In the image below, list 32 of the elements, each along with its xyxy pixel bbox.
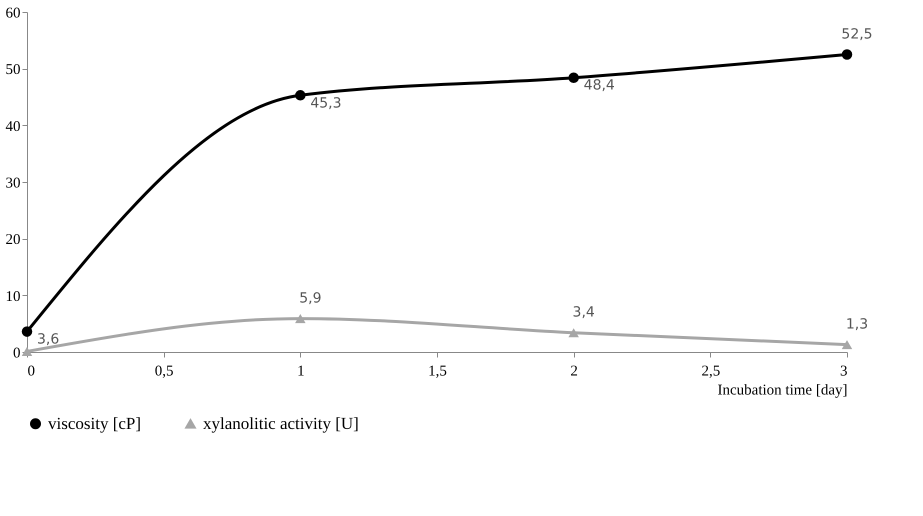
- data-label: 1,3: [846, 316, 868, 333]
- x-tick-label: 3: [840, 364, 848, 380]
- x-tick-label: 1: [297, 364, 305, 380]
- data-label: 5,9: [299, 290, 322, 307]
- x-tick-label: 2: [570, 364, 578, 380]
- point: [22, 346, 32, 356]
- x-tick-label: 0: [28, 364, 35, 380]
- x-axis-title: Incubation time [day]: [718, 382, 848, 398]
- data-label: 45,3: [310, 95, 342, 112]
- point: [295, 90, 306, 101]
- y-tick-label: 0: [13, 346, 20, 362]
- point: [295, 314, 306, 324]
- y-tick-label: 20: [6, 232, 20, 248]
- data-label: 48,4: [584, 78, 615, 94]
- legend-label: xylanolitic activity [U]: [203, 414, 359, 433]
- y-tick-label: 30: [6, 176, 20, 192]
- x-tick-label: 2,5: [701, 364, 720, 380]
- y-tick-label: 50: [6, 62, 20, 78]
- point: [22, 326, 32, 337]
- data-label: 3,6: [37, 332, 60, 348]
- point: [568, 72, 579, 83]
- point: [842, 340, 852, 350]
- point: [568, 328, 579, 338]
- point: [842, 49, 852, 60]
- x-tick-label: 1,5: [428, 364, 447, 380]
- data-label: 3,4: [572, 304, 595, 321]
- x-tick-label: 0,5: [154, 364, 174, 380]
- legend-label: viscosity [cP]: [48, 414, 142, 433]
- y-tick-label: 60: [6, 6, 20, 22]
- data-label: 52,5: [841, 26, 873, 42]
- y-tick-label: 40: [6, 118, 20, 135]
- y-tick-label: 10: [6, 288, 20, 305]
